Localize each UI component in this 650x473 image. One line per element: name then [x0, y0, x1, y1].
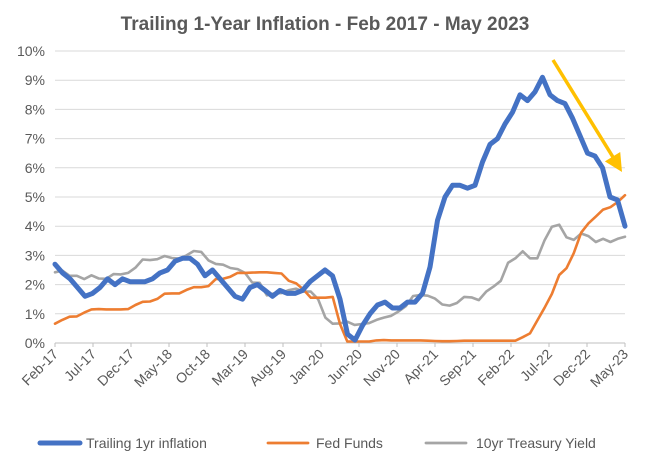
- y-tick-label: 6%: [25, 160, 45, 176]
- legend-label: Trailing 1yr inflation: [86, 435, 207, 451]
- legend-label: Fed Funds: [316, 435, 383, 451]
- chart-title: Trailing 1-Year Inflation - Feb 2017 - M…: [121, 14, 530, 35]
- legend-item: Fed Funds: [266, 435, 383, 451]
- legend-label: 10yr Treasury Yield: [476, 435, 596, 451]
- x-tick-label: Oct-18: [172, 346, 213, 387]
- y-axis-ticks: 0% 1% 2% 3% 4% 5% 6% 7% 8% 9% 10%: [17, 43, 45, 351]
- x-tick-label: Sep-21: [436, 346, 479, 389]
- x-tick-label: Nov-20: [360, 346, 403, 389]
- series-line-fed-funds: [53, 193, 627, 343]
- x-tick-label: May-23: [587, 346, 631, 390]
- x-tick-label: Mar-19: [208, 346, 251, 389]
- x-tick-label: May-18: [131, 346, 175, 390]
- legend: Trailing 1yr inflation Fed Funds 10yr Trea…: [37, 435, 596, 451]
- trend-arrow-annotation: [551, 59, 622, 172]
- x-tick-label: Aug-19: [246, 346, 289, 389]
- legend-item: Trailing 1yr inflation: [37, 435, 207, 451]
- legend-item: 10yr Treasury Yield: [424, 435, 596, 451]
- y-tick-label: 8%: [25, 101, 45, 117]
- x-tick-label: Feb-17: [18, 346, 61, 389]
- x-tick-label: Apr-21: [400, 346, 441, 387]
- y-tick-label: 5%: [25, 189, 45, 205]
- x-tick-label: Dec-22: [550, 346, 593, 389]
- series-lines: [52, 74, 628, 343]
- x-tick-label: Jun-20: [324, 346, 366, 388]
- series-line-trailing-1yr-inflation: [52, 74, 628, 343]
- y-tick-label: 7%: [25, 131, 45, 147]
- x-axis-ticks: Feb-17 Jul-17Dec-17May-18Oct-18Mar-19Aug-…: [18, 343, 631, 390]
- y-tick-label: 10%: [17, 43, 45, 59]
- x-tick-label: Feb-22: [474, 346, 517, 389]
- arrow-head: [604, 151, 622, 172]
- y-tick-label: 1%: [25, 306, 45, 322]
- y-tick-label: 2%: [25, 277, 45, 293]
- arrow-shaft: [551, 59, 618, 163]
- y-tick-label: 9%: [25, 72, 45, 88]
- y-tick-label: 0%: [25, 335, 45, 351]
- x-tick-label: Dec-17: [94, 346, 137, 389]
- y-tick-label: 3%: [25, 247, 45, 263]
- grid-lines: [55, 50, 625, 344]
- x-tick-label: Jan-20: [286, 346, 328, 388]
- y-tick-label: 4%: [25, 218, 45, 234]
